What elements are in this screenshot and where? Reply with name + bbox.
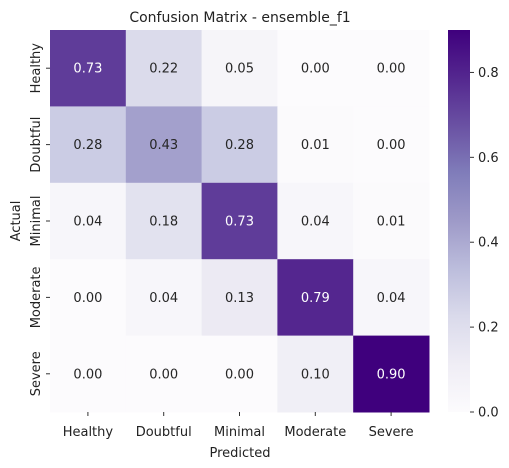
colorbar-tick-label: 0.6 (478, 151, 499, 166)
colorbar-tick-label: 0.4 (478, 236, 499, 251)
cell-value-label: 0.73 (73, 62, 102, 77)
heatmap-cell (201, 106, 278, 184)
heatmap-cell (277, 106, 354, 184)
heatmap-cell (277, 182, 354, 260)
cell-value-label: 0.13 (225, 291, 254, 306)
y-tick-label: Minimal (29, 196, 44, 247)
colorbar-ticks: 0.0 0.2 0.4 0.6 0.8 (470, 66, 499, 421)
x-tick-label: Healthy (63, 425, 114, 440)
y-tick-label: Healthy (29, 43, 44, 94)
cell-value-label: 0.04 (301, 215, 330, 230)
heatmap-cell (353, 30, 430, 107)
x-tick-label: Moderate (284, 425, 346, 440)
cell-value-label: 0.04 (149, 291, 178, 306)
heatmap-cell (50, 182, 127, 260)
x-tick-label: Minimal (214, 425, 265, 440)
colorbar-tick-label: 0.2 (478, 321, 499, 336)
heatmap-cell (353, 335, 430, 413)
x-axis-label: Predicted (209, 446, 270, 461)
heatmap-cell (353, 182, 430, 260)
cell-value-label: 0.00 (225, 367, 254, 382)
heatmap-cell (353, 106, 430, 184)
cell-value-label: 0.05 (225, 62, 254, 77)
cell-value-label: 0.01 (301, 138, 330, 153)
heatmap-cell (50, 30, 127, 107)
cell-value-label: 0.18 (149, 215, 178, 230)
cell-value-label: 0.10 (301, 367, 330, 382)
heatmap-cell (277, 259, 354, 337)
colorbar (448, 30, 470, 412)
cell-value-label: 0.90 (377, 367, 406, 382)
x-tick-label: Doubtful (136, 425, 192, 440)
heatmap-cell (277, 335, 354, 413)
cell-value-label: 0.04 (73, 215, 102, 230)
y-axis-label: Actual (9, 201, 24, 242)
heatmap-cell (50, 106, 127, 184)
y-tick-label: Severe (29, 351, 44, 396)
heatmap-cell (201, 259, 278, 337)
cell-value-label: 0.73 (225, 215, 254, 230)
y-tick-label: Moderate (29, 266, 44, 328)
colorbar-tick-label: 0.0 (478, 406, 499, 421)
cell-value-label: 0.00 (149, 367, 178, 382)
cell-value-label: 0.00 (301, 62, 330, 77)
heatmap-cell (125, 259, 203, 337)
cell-value-label: 0.04 (377, 291, 406, 306)
heatmap-cell (50, 335, 127, 413)
heatmap-cell (125, 30, 203, 107)
cell-value-label: 0.00 (377, 62, 406, 77)
cell-value-label: 0.00 (73, 291, 102, 306)
heatmap-cell (201, 30, 278, 107)
x-tick-label: Severe (369, 425, 414, 440)
cell-value-label: 0.43 (149, 138, 178, 153)
y-axis-ticks: Healthy Doubtful Minimal Moderate Severe (29, 43, 50, 396)
heatmap-cell (50, 259, 127, 337)
heatmap-cell-labels: 0.73 0.22 0.05 0.00 0.00 0.28 0.43 0.28 0.01 0.00… (73, 62, 405, 383)
cell-value-label: 0.28 (225, 138, 254, 153)
cell-value-label: 0.22 (149, 62, 178, 77)
heatmap-cell (353, 259, 430, 337)
cell-value-label: 0.00 (377, 138, 406, 153)
x-axis-ticks: Healthy Doubtful Minimal Moderate Severe (63, 412, 414, 440)
cell-value-label: 0.28 (73, 138, 102, 153)
cell-value-label: 0.01 (377, 215, 406, 230)
heatmap-cell (125, 106, 203, 184)
y-tick-label: Doubtful (29, 117, 44, 173)
heatmap-cell (125, 335, 203, 413)
heatmap-cells (50, 30, 430, 413)
colorbar-tick-label: 0.8 (478, 66, 499, 81)
heatmap-cell (201, 182, 278, 260)
heatmap-cell (277, 30, 354, 107)
chart-title: Confusion Matrix - ensemble_f1 (129, 10, 350, 26)
heatmap-cell (201, 335, 278, 413)
heatmap-cell (125, 182, 203, 260)
cell-value-label: 0.00 (73, 367, 102, 382)
cell-value-label: 0.79 (301, 291, 330, 306)
